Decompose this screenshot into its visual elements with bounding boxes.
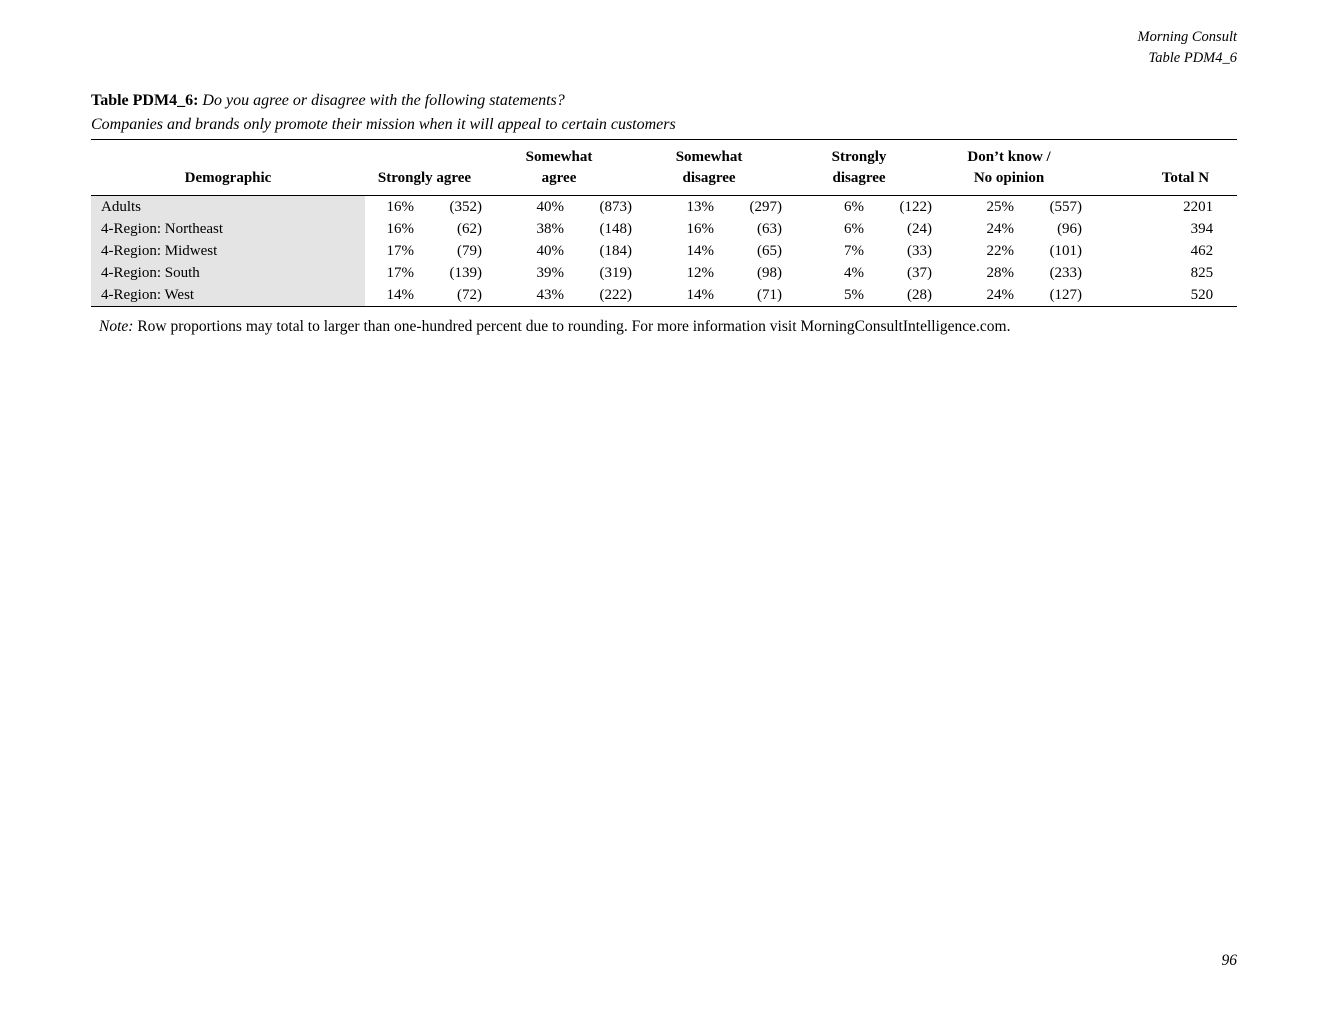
table-label: Table PDM4_6: <box>91 92 199 109</box>
percent-cell: 14% <box>686 286 715 303</box>
percent-cell: 14% <box>686 242 715 259</box>
note-label: Note: <box>99 318 134 335</box>
table-row: 4-Region: South 17% (139) 39% (319) 12% (98) 4%… <box>91 262 1237 284</box>
count-cell: (319) <box>599 264 633 281</box>
count-cell: (148) <box>599 220 633 237</box>
table-title-block: Table PDM4_6: Do you agree or disagree w… <box>91 89 1237 137</box>
survey-table: Demographic Strongly agree Somewhat agre… <box>91 139 1238 307</box>
count-cell: (37) <box>907 264 933 281</box>
count-cell: (122) <box>899 198 933 215</box>
count-cell: (24) <box>907 220 933 237</box>
table-row: 4-Region: West 14% (72) 43% (222) 14% (71) 5% (2… <box>91 284 1237 307</box>
percent-cell: 4% <box>844 264 865 281</box>
col-header-total-n: Total N <box>1084 139 1238 196</box>
count-cell: (184) <box>599 242 633 259</box>
count-cell: (139) <box>449 264 483 281</box>
count-cell: (222) <box>599 286 633 303</box>
col-header-demographic: Demographic <box>91 139 365 196</box>
percent-cell: 5% <box>844 286 865 303</box>
percent-cell: 7% <box>844 242 865 259</box>
table-row: 4-Region: Northeast 16% (62) 38% (148) 16% (63… <box>91 218 1237 240</box>
demographic-cell: Adults <box>91 195 365 218</box>
total-n-cell: 462 <box>1190 242 1214 259</box>
col-header-somewhat-disagree: Somewhat disagree <box>634 139 785 196</box>
col-header-strongly-agree: Strongly agree <box>365 139 484 196</box>
percent-cell: 17% <box>386 264 415 281</box>
col-header-strongly-disagree: Strongly disagree <box>784 139 935 196</box>
count-cell: (63) <box>757 220 783 237</box>
demographic-cell: 4-Region: South <box>91 262 365 284</box>
count-cell: (233) <box>1049 264 1083 281</box>
table-question: Do you agree or disagree with the follow… <box>202 92 565 109</box>
percent-cell: 12% <box>686 264 715 281</box>
demographic-cell: 4-Region: Midwest <box>91 240 365 262</box>
percent-cell: 17% <box>386 242 415 259</box>
percent-cell: 16% <box>386 220 415 237</box>
count-cell: (352) <box>449 198 483 215</box>
percent-cell: 38% <box>536 220 565 237</box>
count-cell: (101) <box>1049 242 1083 259</box>
table-subtitle: Companies and brands only promote their … <box>91 116 676 133</box>
percent-cell: 39% <box>536 264 565 281</box>
table-row: Adults 16% (352) 40% (873) 13% (297) 6% (122) 25%… <box>91 195 1237 218</box>
table-note: Note: Row proportions may total to large… <box>99 318 1245 336</box>
col-header-somewhat-agree: Somewhat agree <box>484 139 635 196</box>
doc-header-source: Morning Consult <box>1137 29 1238 45</box>
doc-header-table-ref: Table PDM4_6 <box>1148 50 1237 66</box>
percent-cell: 6% <box>844 220 865 237</box>
count-cell: (65) <box>757 242 783 259</box>
count-cell: (557) <box>1049 198 1083 215</box>
percent-cell: 28% <box>986 264 1015 281</box>
demographic-cell: 4-Region: West <box>91 284 365 307</box>
percent-cell: 24% <box>986 286 1015 303</box>
count-cell: (79) <box>457 242 482 259</box>
table-row: 4-Region: Midwest 17% (79) 40% (184) 14% (65) 7… <box>91 240 1237 262</box>
count-cell: (873) <box>599 198 633 215</box>
percent-cell: 40% <box>536 198 565 215</box>
count-cell: (71) <box>757 286 783 303</box>
count-cell: (96) <box>1057 220 1083 237</box>
percent-cell: 24% <box>986 220 1015 237</box>
percent-cell: 43% <box>536 286 565 303</box>
total-n-cell: 2201 <box>1183 198 1214 215</box>
table-header-row: Demographic Strongly agree Somewhat agre… <box>91 139 1238 196</box>
total-n-cell: 825 <box>1190 264 1214 281</box>
percent-cell: 40% <box>536 242 565 259</box>
note-text: Row proportions may total to larger than… <box>137 318 1011 335</box>
total-n-cell: 520 <box>1190 286 1214 303</box>
percent-cell: 13% <box>686 198 715 215</box>
count-cell: (297) <box>749 198 783 215</box>
page-number: 96 <box>1221 952 1238 969</box>
count-cell: (127) <box>1049 286 1083 303</box>
table-title-line: Table PDM4_6: Do you agree or disagree w… <box>91 89 1237 113</box>
count-cell: (28) <box>907 286 933 303</box>
percent-cell: 16% <box>386 198 415 215</box>
count-cell: (62) <box>457 220 482 237</box>
percent-cell: 6% <box>844 198 865 215</box>
document-header: Morning Consult Table PDM4_6 <box>1138 27 1238 69</box>
percent-cell: 14% <box>386 286 415 303</box>
count-cell: (72) <box>457 286 482 303</box>
percent-cell: 22% <box>986 242 1015 259</box>
count-cell: (98) <box>757 264 783 281</box>
col-header-dont-know: Don’t know / No opinion <box>934 139 1085 196</box>
percent-cell: 16% <box>686 220 715 237</box>
percent-cell: 25% <box>986 198 1015 215</box>
count-cell: (33) <box>907 242 933 259</box>
total-n-cell: 394 <box>1190 220 1214 237</box>
demographic-cell: 4-Region: Northeast <box>91 218 365 240</box>
table-body: Adults 16% (352) 40% (873) 13% (297) 6% (122) 25%… <box>91 195 1237 307</box>
